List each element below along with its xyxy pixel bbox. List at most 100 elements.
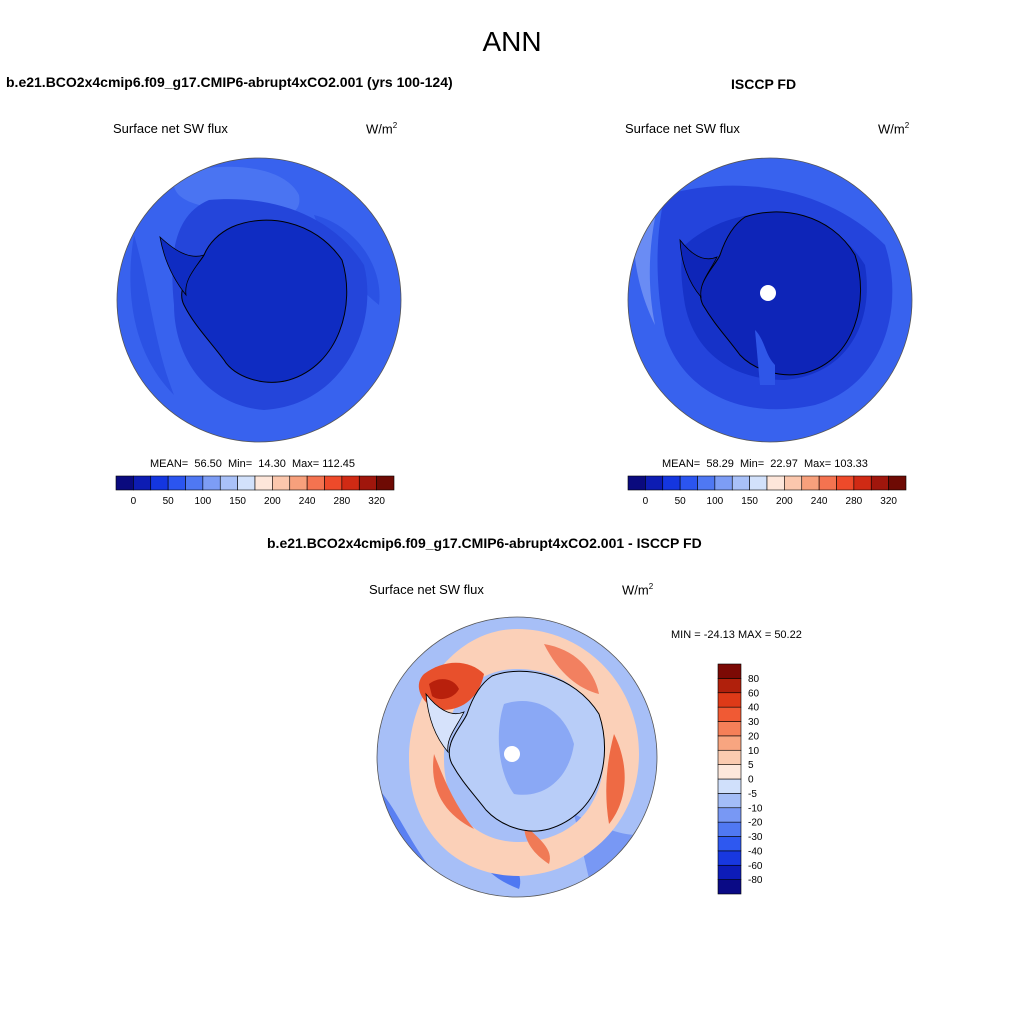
- colorbar-swatch: [784, 475, 803, 491]
- colorbar-swatch: [717, 879, 742, 895]
- colorbar-swatch: [697, 475, 716, 491]
- panel1-stats: MEAN= 56.50 Min= 14.30 Max= 112.45: [150, 458, 356, 470]
- colorbar-swatch: [717, 778, 742, 794]
- panel2-map-border: [627, 157, 913, 443]
- colorbar-swatch: [717, 850, 742, 866]
- colorbar-swatch: [133, 475, 152, 491]
- colorbar-swatch: [717, 735, 742, 751]
- colorbar-swatch: [717, 678, 742, 694]
- colorbar-swatch: [836, 475, 855, 491]
- colorbar-swatch: [717, 836, 742, 852]
- colorbar-tick-label: 200: [264, 496, 281, 507]
- panel1-case-title: b.e21.BCO2x4cmip6.f09_g17.CMIP6-abrupt4x…: [6, 74, 453, 90]
- colorbar-swatch: [306, 475, 325, 491]
- panel3-dark-red-patch: [429, 679, 459, 700]
- colorbar-swatch: [717, 864, 742, 880]
- panel2-colorbar: 0 50 100 150 200 240 280 320: [627, 475, 907, 507]
- colorbar-swatch: [853, 475, 872, 491]
- panel1-dark-patch-west: [130, 235, 174, 395]
- colorbar-swatch: [679, 475, 698, 491]
- colorbar-swatch: [254, 475, 273, 491]
- panel1-polar-map: [116, 157, 402, 443]
- colorbar-tick-label: 0: [643, 496, 649, 507]
- colorbar-swatch: [888, 475, 907, 491]
- colorbar-swatch: [818, 475, 837, 491]
- colorbar-tick-label: 150: [229, 496, 246, 507]
- colorbar-tick-label: 40: [748, 703, 760, 714]
- panel3-variable-label: Surface net SW flux: [369, 582, 484, 597]
- panel1-peninsula: [159, 235, 205, 297]
- colorbar-tick-label: 10: [748, 746, 760, 757]
- colorbar-swatch: [717, 764, 742, 780]
- colorbar-tick-label: 80: [748, 674, 760, 685]
- colorbar-swatch: [289, 475, 308, 491]
- panel3-polar-map: [376, 616, 658, 898]
- colorbar-tick-label: 280: [846, 496, 863, 507]
- colorbar-swatch: [870, 475, 889, 491]
- colorbar-tick-label: 320: [880, 496, 897, 507]
- colorbar-swatch: [714, 475, 733, 491]
- page-title: ANN: [482, 26, 542, 57]
- colorbar-tick-label: 5: [748, 760, 754, 771]
- colorbar-swatch: [115, 475, 134, 491]
- panel3-stats: MIN = -24.13 MAX = 50.22: [671, 629, 802, 641]
- colorbar-swatch: [717, 663, 742, 679]
- colorbar-tick-label: 50: [163, 496, 175, 507]
- panel2-units: W/m2: [878, 121, 910, 137]
- panel2-polar-map: [627, 157, 913, 443]
- panel2-peninsula: [679, 238, 718, 299]
- panel3-peninsula: [425, 692, 465, 754]
- colorbar-tick-label: -10: [748, 803, 763, 814]
- colorbar-tick-label: -30: [748, 832, 763, 843]
- colorbar-tick-label: 20: [748, 731, 760, 742]
- panel3-case-title: b.e21.BCO2x4cmip6.f09_g17.CMIP6-abrupt4x…: [267, 535, 702, 551]
- panel3-red-patch-n: [544, 644, 599, 694]
- colorbar-swatch: [645, 475, 664, 491]
- colorbar-tick-label: 100: [195, 496, 212, 507]
- colorbar-swatch: [717, 749, 742, 765]
- colorbar-tick-label: 240: [811, 496, 828, 507]
- panel3-units: W/m2: [622, 582, 654, 598]
- colorbar-swatch: [717, 692, 742, 708]
- panel3-red-patch-e: [606, 734, 625, 824]
- colorbar-swatch: [717, 706, 742, 722]
- colorbar-tick-label: -5: [748, 789, 757, 800]
- colorbar-swatch: [749, 475, 768, 491]
- colorbar-swatch: [627, 475, 646, 491]
- panel1-variable-label: Surface net SW flux: [113, 121, 228, 136]
- colorbar-swatch: [766, 475, 785, 491]
- colorbar-swatch: [202, 475, 221, 491]
- colorbar-swatch: [717, 821, 742, 837]
- panel3-map-border: [376, 616, 658, 898]
- colorbar-tick-label: 50: [675, 496, 687, 507]
- colorbar-swatch: [185, 475, 204, 491]
- panel3-warm-ring: [409, 629, 639, 876]
- colorbar-tick-label: 320: [368, 496, 385, 507]
- colorbar-tick-label: 200: [776, 496, 793, 507]
- colorbar-swatch: [376, 475, 395, 491]
- colorbar-swatch: [801, 475, 820, 491]
- colorbar-swatch: [324, 475, 343, 491]
- colorbar-tick-label: 150: [741, 496, 758, 507]
- colorbar-tick-label: 0: [131, 496, 137, 507]
- colorbar-tick-label: -40: [748, 846, 763, 857]
- colorbar-swatch: [358, 475, 377, 491]
- panel3-red-patch-s: [524, 824, 550, 864]
- panel2-pole-hole: [760, 285, 776, 301]
- panel3-red-patch-w: [433, 754, 474, 829]
- panel3-interior-blue: [498, 700, 574, 795]
- colorbar-tick-label: 60: [748, 688, 760, 699]
- panel2-stats: MEAN= 58.29 Min= 22.97 Max= 103.33: [662, 458, 868, 470]
- colorbar-swatch: [167, 475, 186, 491]
- panel3-pole-hole: [504, 746, 520, 762]
- panel2-case-title: ISCCP FD: [731, 76, 797, 92]
- panel1-map-border: [116, 157, 402, 443]
- colorbar-tick-label: -60: [748, 861, 763, 872]
- colorbar-tick-label: 100: [707, 496, 724, 507]
- colorbar-tick-label: 280: [334, 496, 351, 507]
- colorbar-swatch: [150, 475, 169, 491]
- colorbar-tick-label: -80: [748, 875, 763, 886]
- colorbar-tick-label: 30: [748, 717, 760, 728]
- colorbar-swatch: [717, 807, 742, 823]
- colorbar-tick-label: 0: [748, 775, 754, 786]
